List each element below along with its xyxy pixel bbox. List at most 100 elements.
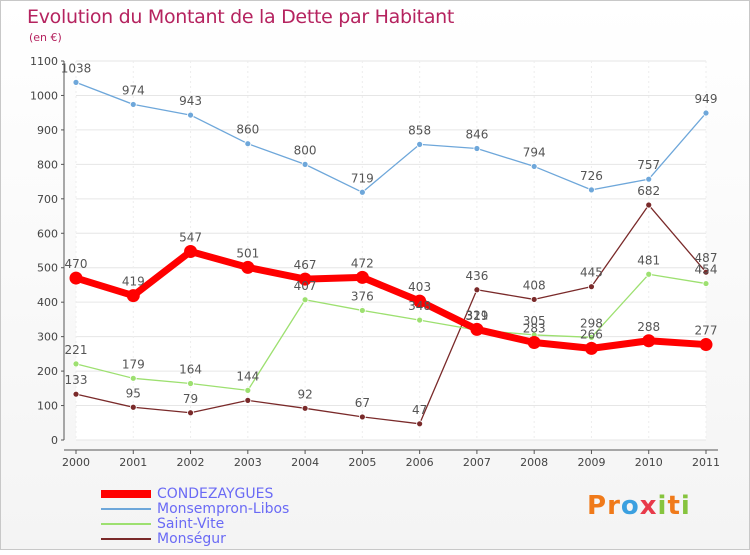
x-tick-label: 2002: [177, 456, 205, 469]
data-point: [244, 386, 252, 394]
data-point: [473, 286, 481, 294]
data-label: 1038: [61, 61, 92, 75]
data-label: 794: [523, 145, 546, 159]
proxiti-logo: Proxiti: [587, 491, 691, 521]
data-point: [72, 390, 80, 398]
data-point: [530, 163, 538, 170]
data-label: 376: [351, 289, 374, 303]
data-label: 682: [637, 184, 660, 198]
data-point: [72, 78, 80, 86]
data-point: [129, 403, 137, 411]
data-label: 277: [695, 324, 718, 338]
series-line-1: [75, 81, 707, 193]
data-point: [184, 245, 198, 259]
data-label: 846: [465, 128, 488, 142]
legend-swatch: [101, 523, 151, 525]
data-point: [702, 109, 710, 117]
data-point: [358, 307, 366, 314]
data-label: 949: [695, 92, 718, 106]
legend-swatch: [101, 490, 151, 498]
data-point: [645, 175, 653, 183]
data-label: 974: [122, 83, 145, 97]
data-point: [126, 289, 140, 303]
data-point: [129, 101, 137, 108]
data-point: [244, 396, 252, 404]
data-point: [416, 316, 424, 324]
data-label: 858: [408, 123, 431, 137]
data-label: 445: [580, 266, 603, 280]
data-label: 481: [637, 253, 660, 267]
data-point: [416, 420, 424, 428]
data-label: 164: [179, 362, 202, 376]
data-label: 800: [294, 143, 317, 157]
data-label: 501: [236, 246, 259, 260]
data-label: 719: [351, 171, 374, 185]
data-point: [470, 322, 484, 336]
data-label: 454: [695, 263, 718, 277]
data-point: [702, 280, 710, 287]
data-label: 92: [297, 387, 312, 401]
logo-letter: i: [680, 491, 691, 521]
data-point: [588, 283, 595, 291]
x-tick-label: 2005: [348, 456, 376, 469]
data-label: 95: [126, 386, 141, 400]
data-point: [69, 271, 83, 285]
series-line-3: [75, 204, 707, 425]
data-label: 298: [580, 316, 603, 330]
series-line-0: [72, 248, 710, 352]
data-point: [702, 268, 710, 276]
data-label: 319: [465, 309, 488, 323]
y-tick-label: 900: [37, 124, 58, 137]
data-point: [187, 111, 194, 119]
data-label: 348: [408, 299, 431, 313]
data-label: 266: [580, 327, 603, 341]
y-tick-label: 1000: [30, 89, 58, 102]
chart-title: Evolution du Montant de la Dette par Hab…: [27, 6, 455, 28]
data-point: [241, 260, 255, 274]
data-label: 47: [412, 403, 427, 417]
x-tick-label: 2001: [119, 456, 147, 469]
logo-letter: i: [657, 491, 668, 521]
x-tick-label: 2000: [62, 456, 90, 469]
data-point: [527, 335, 541, 349]
data-point: [355, 270, 369, 284]
x-tick-label: 2011: [692, 456, 720, 469]
data-label: 221: [65, 343, 88, 357]
y-tick-label: 600: [37, 227, 58, 240]
data-label: 144: [236, 369, 259, 383]
plot-area: [76, 61, 706, 440]
data-label: 305: [523, 314, 546, 328]
y-tick-label: 700: [37, 193, 58, 206]
legend-label: Monsempron-Libos: [157, 501, 290, 517]
data-label: 419: [122, 275, 145, 289]
data-point: [473, 145, 481, 152]
y-tick-label: 1100: [30, 55, 58, 68]
data-label: 179: [122, 357, 145, 371]
data-point: [301, 296, 309, 304]
logo-letter: x: [639, 491, 658, 521]
data-label: 408: [523, 278, 546, 292]
legend-label: Saint-Vite: [157, 516, 225, 532]
data-label: 403: [408, 280, 431, 294]
x-tick-label: 2009: [577, 456, 605, 469]
data-label: 321: [465, 308, 488, 322]
y-tick-label: 300: [37, 331, 58, 344]
y-tick-label: 400: [37, 296, 58, 309]
data-point: [413, 294, 427, 308]
data-label: 726: [580, 169, 603, 183]
legend-swatch: [101, 508, 151, 510]
data-point: [358, 188, 366, 196]
x-tick-label: 2003: [234, 456, 262, 469]
data-point: [642, 334, 656, 348]
data-label: 407: [294, 279, 317, 293]
data-label: 283: [523, 321, 546, 335]
legend-label: Monségur: [157, 531, 226, 547]
data-label: 79: [183, 392, 198, 406]
data-label: 487: [695, 251, 718, 265]
data-point: [645, 270, 653, 278]
data-label: 467: [294, 258, 317, 272]
data-point: [187, 380, 194, 387]
y-tick-label: 100: [37, 400, 58, 413]
